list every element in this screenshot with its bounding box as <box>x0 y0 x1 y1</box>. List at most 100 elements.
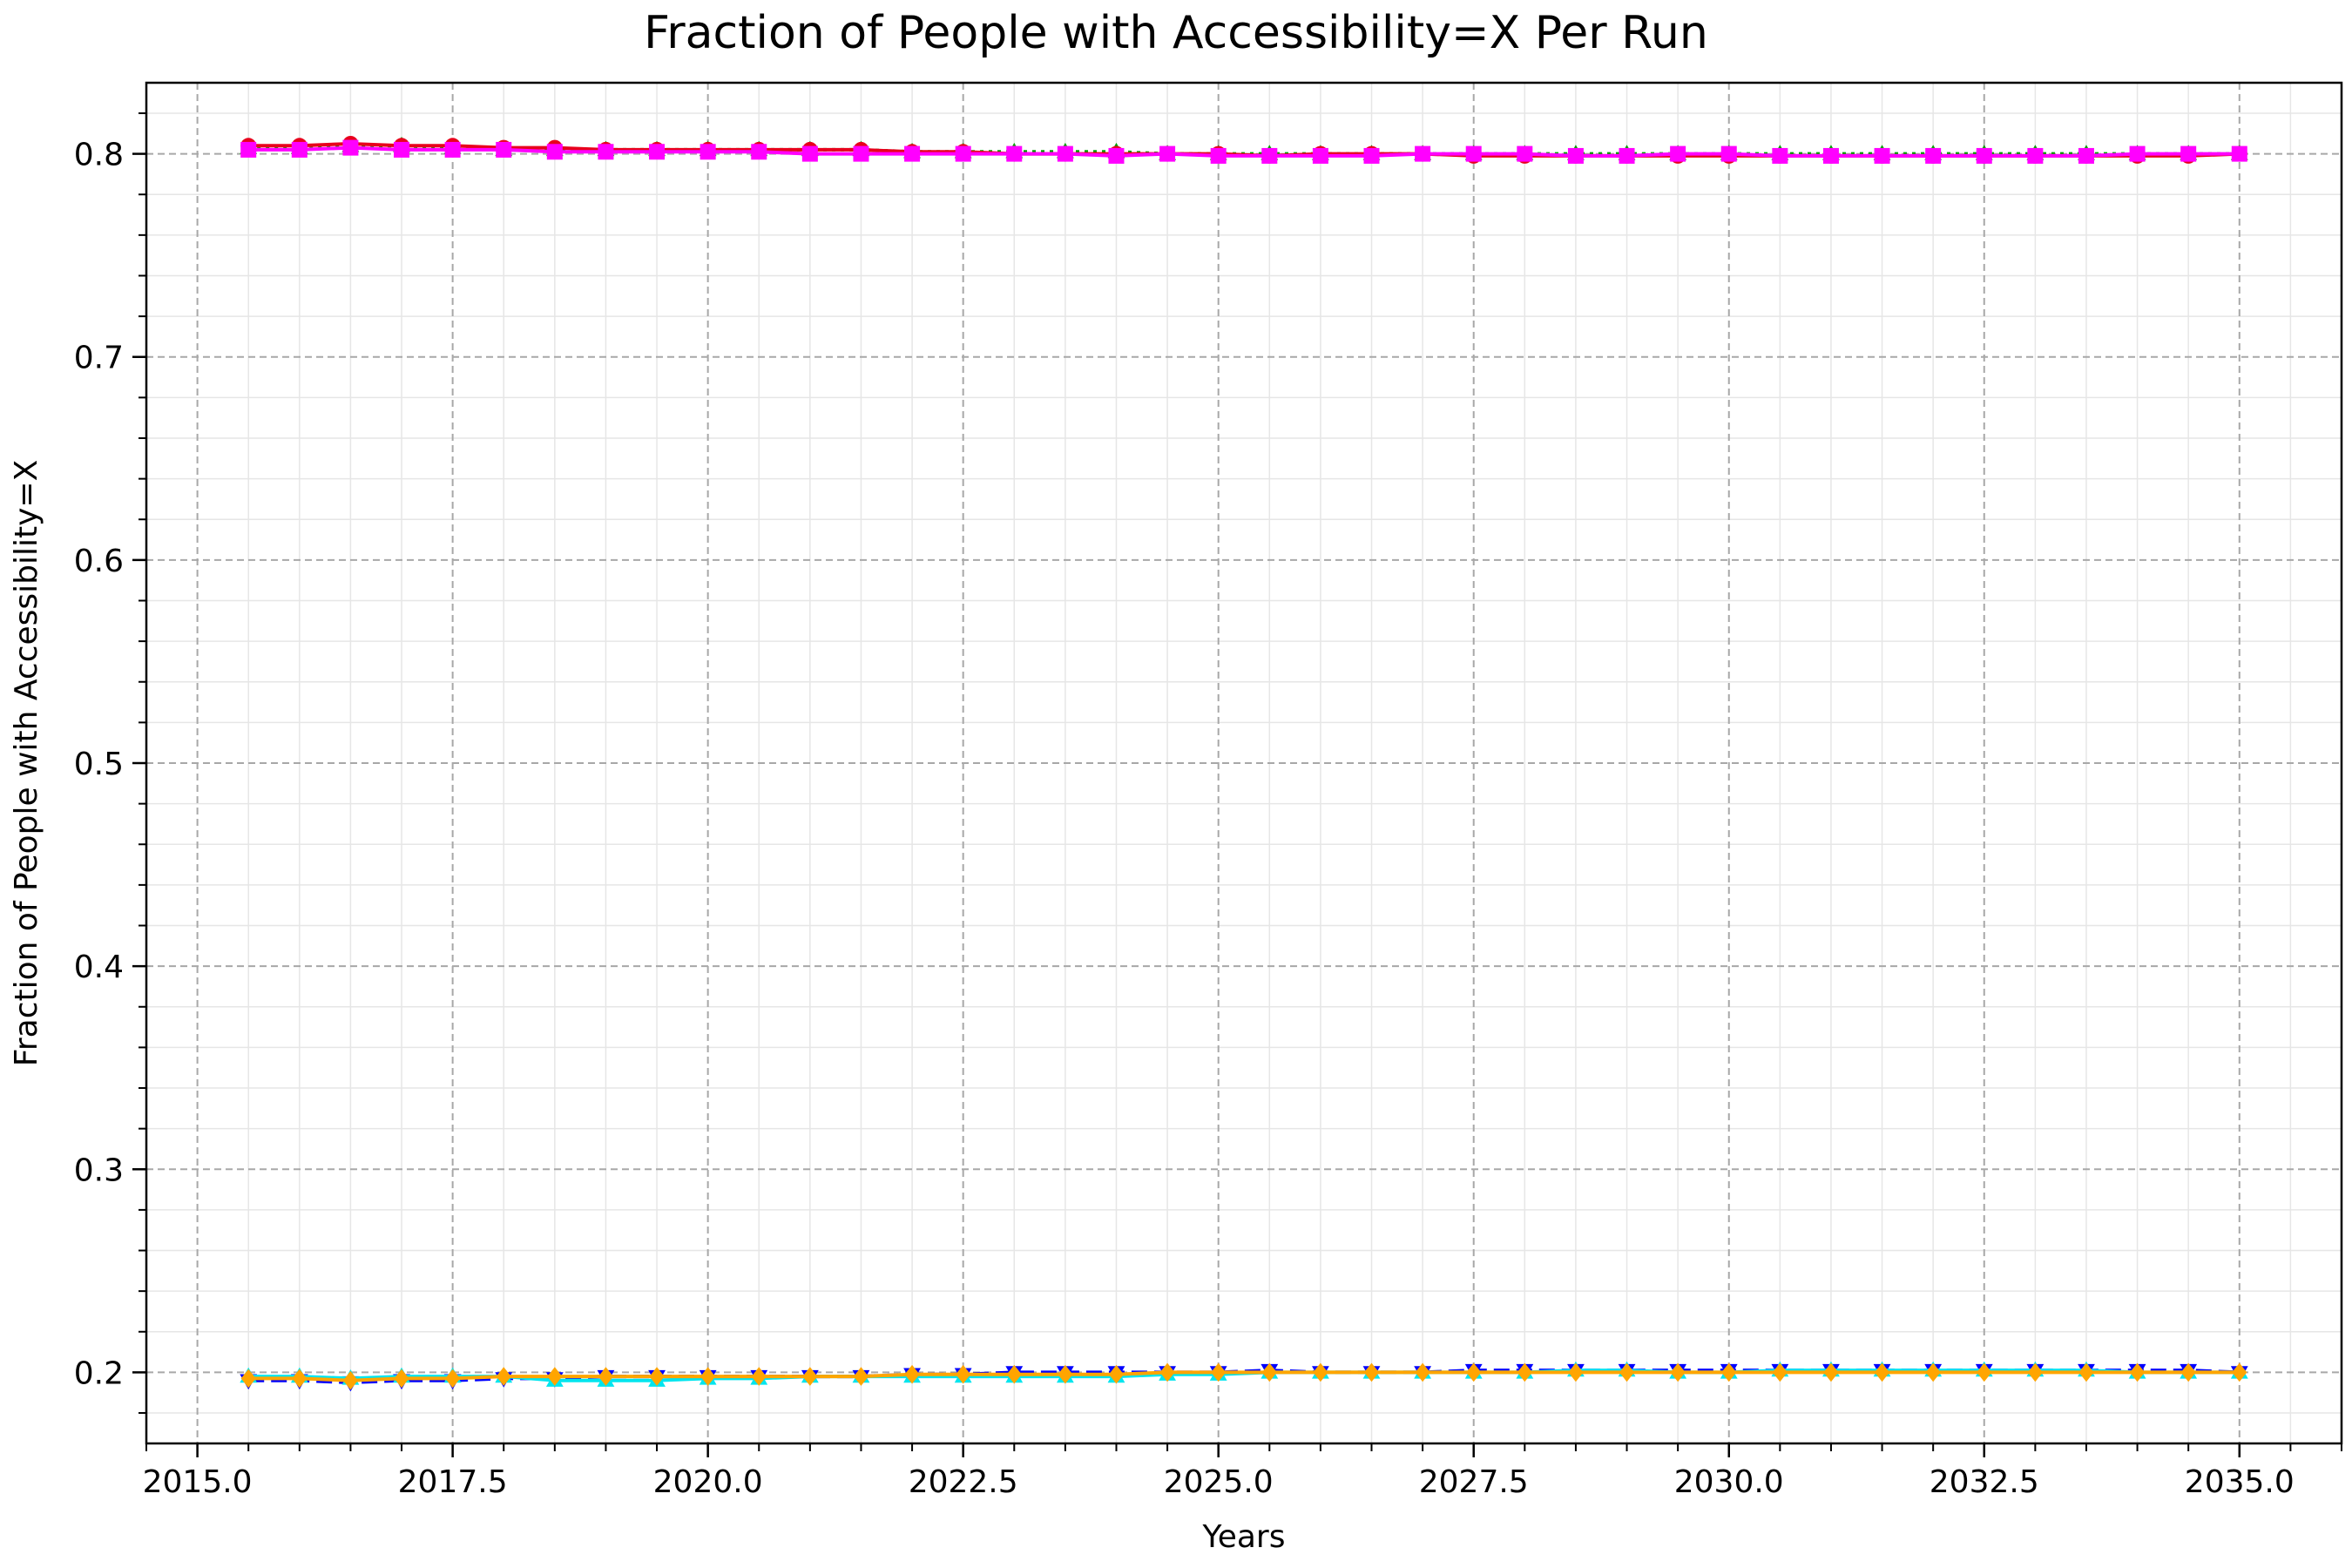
x-tick-label: 2027.5 <box>1419 1464 1529 1500</box>
data-point <box>1159 1362 1175 1382</box>
data-point <box>1261 147 1278 164</box>
data-point <box>1363 147 1380 164</box>
data-point <box>1874 147 1890 164</box>
data-point <box>2232 1362 2247 1382</box>
data-point <box>1210 147 1227 164</box>
y-tick-label: 0.6 <box>74 544 124 579</box>
data-point <box>1415 1362 1430 1382</box>
data-point <box>394 141 410 158</box>
x-tick-label: 2030.0 <box>1674 1464 1784 1500</box>
series-line <box>248 1370 2240 1382</box>
y-tick-labels: 0.2 0.3 0.4 0.5 0.6 0.7 0.8 <box>74 138 124 1392</box>
data-point <box>751 1367 767 1386</box>
data-point <box>598 144 614 160</box>
data-point <box>1108 147 1125 164</box>
data-point <box>1058 1364 1073 1384</box>
data-point <box>2180 145 2197 162</box>
data-point <box>445 1369 461 1389</box>
data-point <box>2027 147 2044 164</box>
data-point <box>1720 145 1737 162</box>
y-axis-label: Fraction of People with Accessibility=X <box>9 460 44 1067</box>
x-tick-label: 2020.0 <box>653 1464 763 1500</box>
y-tick-label: 0.3 <box>74 1152 124 1188</box>
data-point <box>1211 1362 1227 1382</box>
data-point <box>1976 147 1992 164</box>
x-tick-labels: 2015.0 2017.5 2020.0 2022.5 2025.0 2027.5 2030… <box>143 1464 2295 1500</box>
data-point <box>955 145 971 162</box>
data-point <box>1261 1362 1277 1382</box>
data-point <box>2130 1362 2146 1382</box>
y-tick-label: 0.8 <box>74 138 124 173</box>
data-point <box>546 144 563 160</box>
data-point <box>1517 145 1533 162</box>
data-point <box>1415 145 1431 162</box>
axis-ticks <box>132 112 2342 1457</box>
data-point <box>700 1367 716 1386</box>
data-point <box>1108 1364 1125 1384</box>
data-point <box>1875 1362 1890 1382</box>
data-point <box>1006 1364 1022 1384</box>
y-tick-label: 0.2 <box>74 1355 124 1391</box>
x-tick-label: 2025.0 <box>1164 1464 1274 1500</box>
data-point <box>342 1370 358 1390</box>
data-point <box>1670 1362 1686 1382</box>
data-point <box>496 141 512 158</box>
data-point <box>1977 1362 1992 1382</box>
data-point <box>1057 145 1073 162</box>
series-6 <box>240 1362 2247 1390</box>
series-3 <box>240 139 2247 164</box>
series-line <box>248 145 2240 158</box>
chart-title: Fraction of People with Accessibility=X … <box>644 7 1708 59</box>
x-tick-label: 2022.5 <box>909 1464 1018 1500</box>
data-point <box>853 1367 869 1386</box>
data-point <box>1313 1362 1328 1382</box>
data-point <box>1925 147 1942 164</box>
data-point <box>1568 1362 1584 1382</box>
data-point <box>240 141 257 158</box>
data-point <box>2078 147 2094 164</box>
data-point <box>547 1367 563 1386</box>
y-tick-label: 0.7 <box>74 341 124 376</box>
data-point <box>291 141 308 158</box>
data-point <box>904 1364 920 1384</box>
x-axis-label: Years <box>1202 1519 1286 1555</box>
data-point <box>1823 1362 1839 1382</box>
data-point <box>649 144 666 160</box>
data-point <box>1670 145 1686 162</box>
data-point <box>853 145 869 162</box>
data-point <box>342 139 359 156</box>
data-point <box>2027 1362 2043 1382</box>
data-point <box>394 1369 409 1389</box>
data-point <box>1619 1362 1635 1382</box>
data-point <box>649 1367 665 1386</box>
data-point <box>1619 147 1635 164</box>
data-point <box>1159 145 1176 162</box>
data-point <box>1363 1362 1380 1382</box>
data-point <box>956 1364 971 1384</box>
data-point <box>1465 145 1482 162</box>
data-point <box>1466 1362 1482 1382</box>
data-point <box>1772 1362 1788 1382</box>
x-tick-label: 2015.0 <box>143 1464 253 1500</box>
data-point <box>802 1367 818 1386</box>
data-point <box>1517 1362 1532 1382</box>
data-point <box>444 141 461 158</box>
data-point <box>496 1367 511 1386</box>
data-point <box>904 145 921 162</box>
data-point <box>1822 147 1839 164</box>
data-point <box>2231 145 2247 162</box>
data-point <box>240 1369 256 1389</box>
data-point <box>2129 145 2146 162</box>
data-point <box>2078 1362 2094 1382</box>
data-point <box>1006 145 1023 162</box>
series-layer <box>240 135 2248 1392</box>
data-point <box>598 1367 613 1386</box>
y-tick-label: 0.4 <box>74 950 124 985</box>
x-tick-label: 2035.0 <box>2185 1464 2295 1500</box>
x-tick-label: 2032.5 <box>1930 1464 2039 1500</box>
data-point <box>1721 1362 1737 1382</box>
data-point <box>1312 147 1328 164</box>
data-point <box>292 1369 308 1389</box>
